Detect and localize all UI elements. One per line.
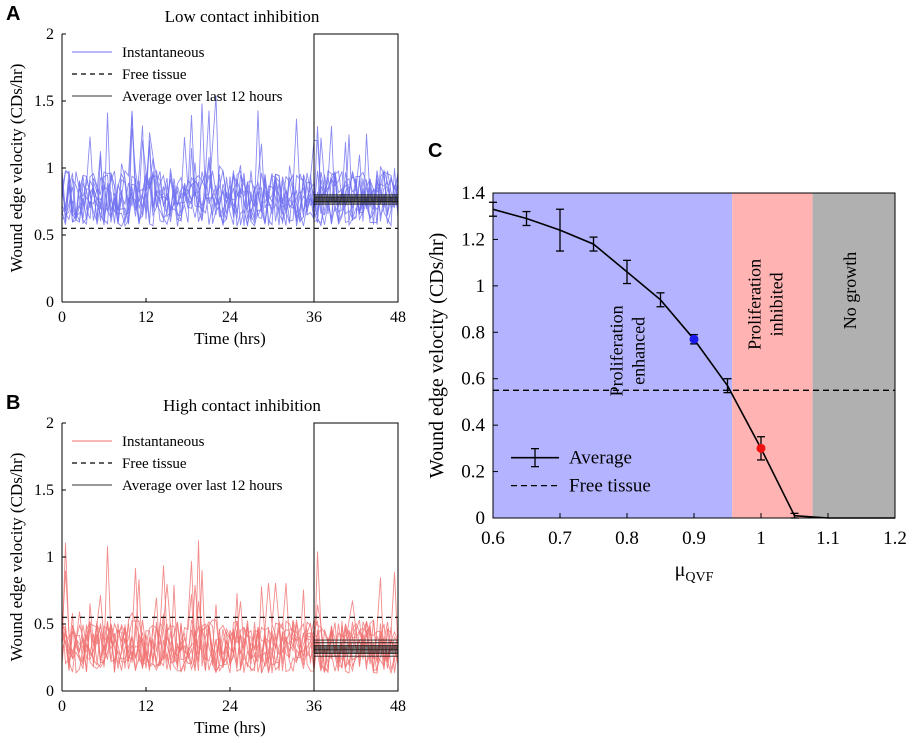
panel-a: 0 12 24 36 48 0 0.5 1 1.5 2 Low contact inhibition… bbox=[6, 3, 406, 348]
y-tick-label: 0.2 bbox=[461, 462, 485, 483]
y-tick-label: 0 bbox=[46, 294, 54, 311]
instantaneous-series-10 bbox=[62, 583, 398, 673]
region-label: enhanced bbox=[629, 317, 649, 385]
region-background-1 bbox=[493, 193, 733, 518]
region-label: Proliferation bbox=[745, 259, 765, 350]
panel-label: B bbox=[6, 392, 20, 414]
y-tick-label: 0.6 bbox=[461, 369, 485, 390]
y-tick-label: 2 bbox=[46, 26, 54, 43]
region-label: Proliferation bbox=[607, 305, 627, 396]
x-tick-label: 24 bbox=[222, 309, 238, 326]
y-tick-label: 1.2 bbox=[461, 229, 485, 250]
panel-label: C bbox=[428, 140, 442, 162]
y-tick-label: 0 bbox=[476, 508, 486, 529]
instantaneous-series-9 bbox=[62, 572, 398, 673]
chart-title: High contact inhibition bbox=[163, 396, 321, 415]
y-axis-label: Wound edge velocity (CDs/hr) bbox=[7, 453, 26, 662]
x-tick-label: 0 bbox=[58, 698, 66, 715]
x-tick-label: 24 bbox=[222, 698, 238, 715]
instantaneous-series-3 bbox=[62, 567, 398, 674]
y-tick-label: 0 bbox=[46, 683, 54, 700]
x-tick-label: 0.6 bbox=[481, 528, 505, 549]
y-tick-label: 1.4 bbox=[461, 183, 485, 204]
y-tick-label: 1 bbox=[476, 276, 486, 297]
x-axis-label: Time (hrs) bbox=[194, 329, 266, 348]
instantaneous-series-2 bbox=[62, 540, 398, 674]
legend-label: Instantaneous bbox=[122, 45, 205, 61]
x-tick-label: 36 bbox=[306, 309, 322, 326]
traces-b bbox=[62, 540, 398, 675]
x-tick-label: 0.7 bbox=[548, 528, 572, 549]
y-axis-label: Wound edge velocity (CDs/hr) bbox=[426, 233, 448, 479]
legend-label: Average bbox=[569, 448, 632, 469]
y-tick-label: 0.5 bbox=[34, 616, 54, 633]
x-tick-label: 48 bbox=[390, 698, 406, 715]
y-tick-label: 1 bbox=[46, 549, 54, 566]
highlight-point-2 bbox=[756, 443, 766, 453]
region-label: inhibited bbox=[767, 272, 787, 336]
y-tick-label: 0.5 bbox=[34, 227, 54, 244]
x-axis-label: μQVF bbox=[675, 559, 714, 585]
legend-label: Free tissue bbox=[122, 456, 187, 472]
x-tick-label: 1.1 bbox=[816, 528, 840, 549]
x-tick-label: 0 bbox=[58, 309, 66, 326]
legend-label: Average over last 12 hours bbox=[122, 478, 283, 494]
x-tick-label: 12 bbox=[138, 309, 154, 326]
y-tick-label: 1.5 bbox=[34, 93, 54, 110]
panel-b: 0 12 24 36 48 0 0.5 1 1.5 2 High contact inhibitio… bbox=[6, 392, 406, 737]
x-tick-label: 0.8 bbox=[615, 528, 639, 549]
instantaneous-series-1 bbox=[62, 132, 398, 226]
y-axis-label: Wound edge velocity (CDs/hr) bbox=[7, 64, 26, 273]
instantaneous-series-6 bbox=[62, 579, 398, 675]
x-tick-label: 0.9 bbox=[682, 528, 706, 549]
panel-label: A bbox=[6, 3, 20, 25]
x-axis-label-symbol: μ bbox=[675, 559, 686, 581]
legend-label: Free tissue bbox=[569, 476, 651, 497]
y-tick-label: 2 bbox=[46, 415, 54, 432]
x-tick-label: 1.2 bbox=[883, 528, 907, 549]
instantaneous-series-6 bbox=[62, 125, 398, 227]
x-axis-label: Time (hrs) bbox=[194, 718, 266, 737]
y-tick-label: 1 bbox=[46, 160, 54, 177]
traces-a bbox=[62, 95, 398, 228]
x-tick-label: 48 bbox=[390, 309, 406, 326]
x-axis-label-subscript: QVF bbox=[685, 570, 713, 585]
legend-label: Free tissue bbox=[122, 67, 187, 83]
region-background-3 bbox=[812, 193, 895, 518]
legend-label: Average over last 12 hours bbox=[122, 89, 283, 105]
x-tick-label: 1 bbox=[756, 528, 766, 549]
x-tick-label: 36 bbox=[306, 698, 322, 715]
chart-title: Low contact inhibition bbox=[165, 7, 320, 26]
y-tick-label: 0.4 bbox=[461, 415, 485, 436]
window-box bbox=[313, 33, 399, 303]
y-tick-label: 1.5 bbox=[34, 482, 54, 499]
region-background-2 bbox=[732, 193, 813, 518]
y-tick-label: 0.8 bbox=[461, 322, 485, 343]
instantaneous-series-10 bbox=[62, 103, 398, 227]
legend-label: Instantaneous bbox=[122, 434, 205, 450]
region-label: No growth bbox=[840, 252, 860, 330]
x-tick-label: 12 bbox=[138, 698, 154, 715]
highlight-point-1 bbox=[689, 334, 699, 344]
